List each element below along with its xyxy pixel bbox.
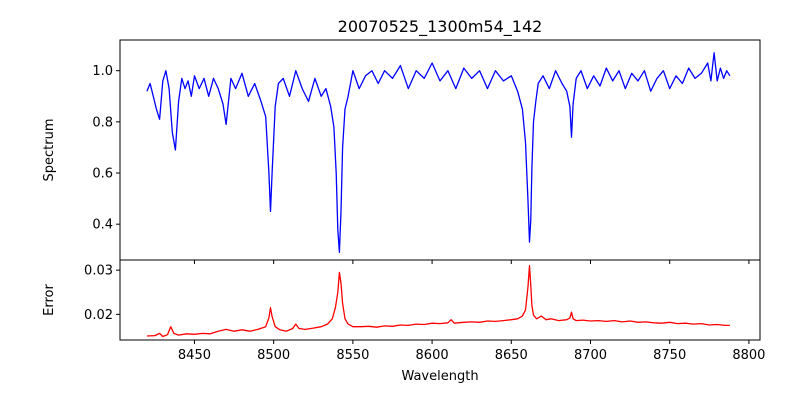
error-y-tick-label: 0.03 <box>84 264 113 279</box>
spectrum-y-tick-label: 0.8 <box>92 115 113 130</box>
error-x-tick-label: 8500 <box>257 348 290 363</box>
error-x-tick-label: 8700 <box>574 348 607 363</box>
error-x-tick-label: 8550 <box>336 348 369 363</box>
error-x-tick-label: 8800 <box>732 348 765 363</box>
error-y-axis-label: Error <box>42 284 57 316</box>
spectrum-y-tick-label: 0.6 <box>92 167 113 182</box>
spectrum-y-tick-label: 0.4 <box>92 218 113 233</box>
chart-title: 20070525_1300m54_142 <box>338 17 543 37</box>
error-x-tick-label: 8600 <box>416 348 449 363</box>
error-x-tick-label: 8450 <box>178 348 211 363</box>
error-x-tick-label: 8750 <box>653 348 686 363</box>
spectrum-y-axis-label: Spectrum <box>42 119 57 182</box>
spectrum-series-line <box>146 52 731 253</box>
error-axes-frame <box>119 259 761 341</box>
error-y-tick-label: 0.02 <box>84 308 113 323</box>
error-panel: 0.02 0.03 8450 8500 8550 8600 8650 8700 8750 8800… <box>42 259 765 384</box>
error-series-line <box>146 265 730 338</box>
error-x-axis-label: Wavelength <box>401 369 478 384</box>
spectrum-y-tick-label: 1.0 <box>92 64 113 79</box>
error-x-tick-label: 8650 <box>495 348 528 363</box>
